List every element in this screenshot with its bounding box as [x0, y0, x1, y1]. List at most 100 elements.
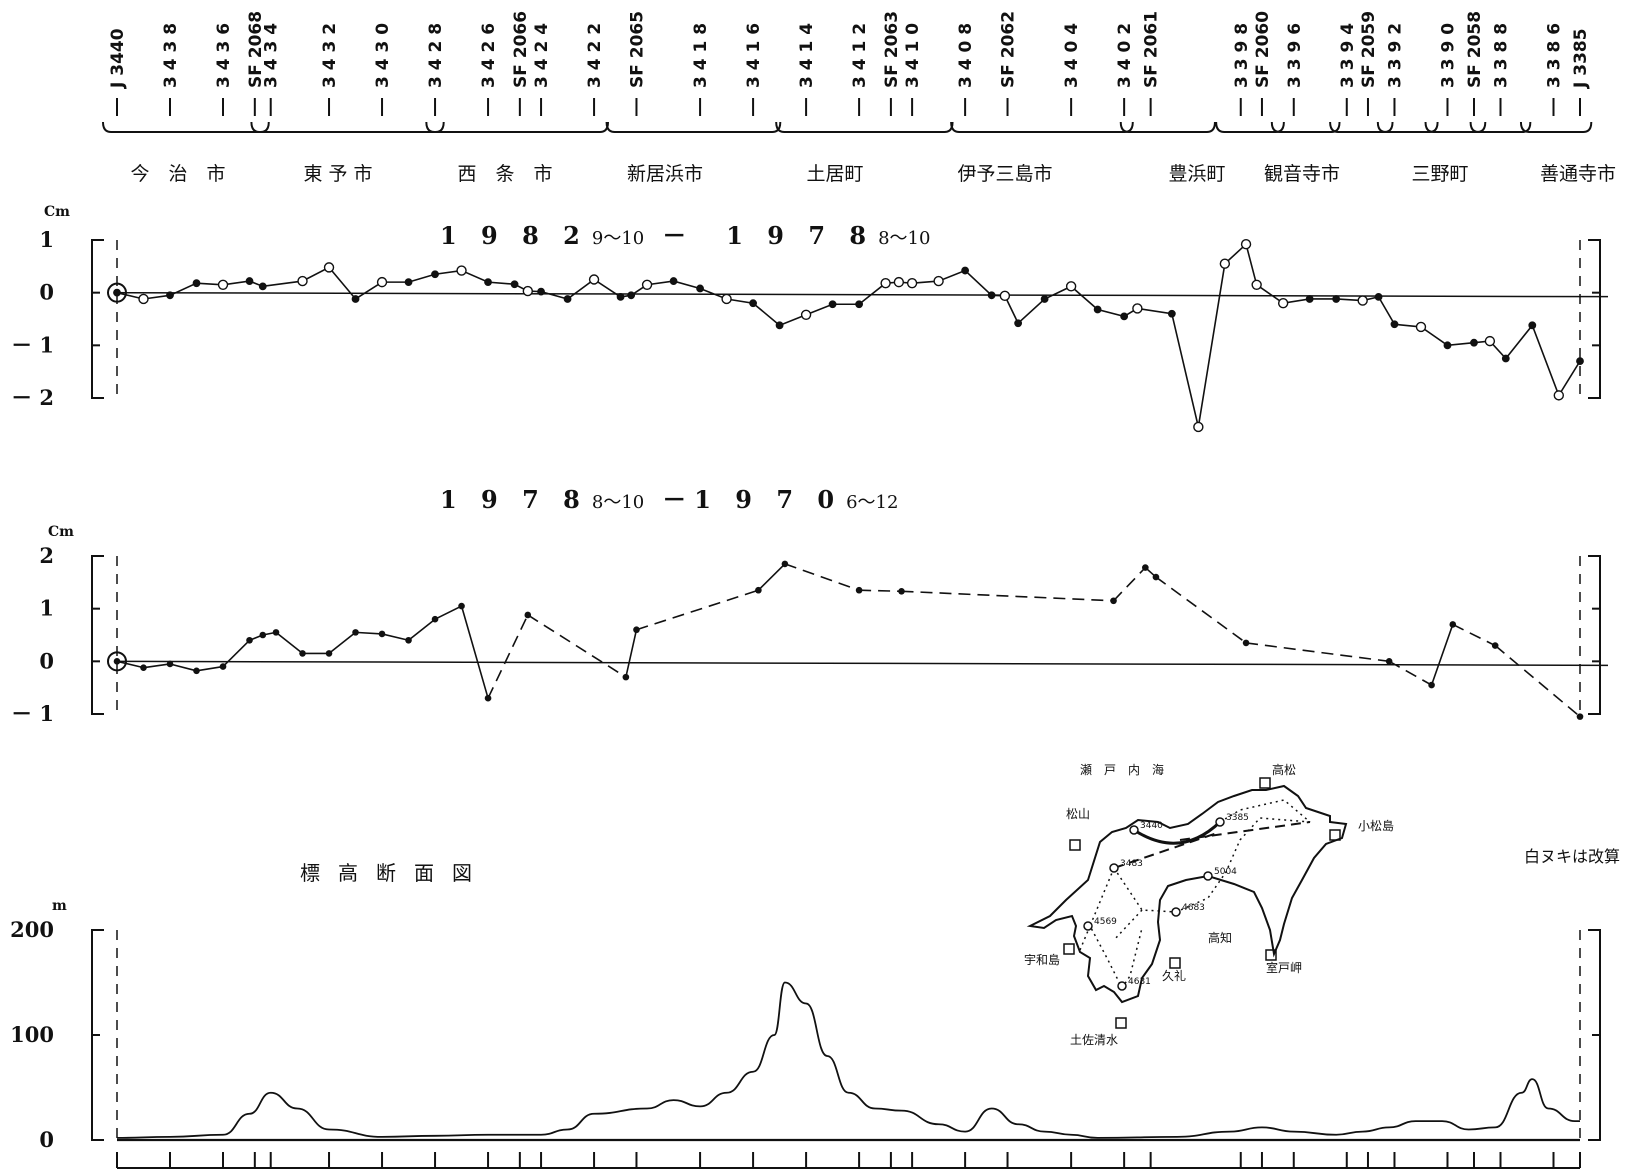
data-point	[510, 280, 519, 289]
data-point	[404, 278, 413, 287]
data-point	[258, 282, 267, 291]
y-tick-label: － 1	[11, 701, 54, 726]
data-point	[855, 586, 863, 594]
series-segment	[859, 589, 902, 593]
benchmark-bracket	[1270, 121, 1341, 133]
benchmark-label: 3 4 3 8	[161, 23, 181, 88]
map-tide-station	[1115, 1017, 1127, 1029]
data-point	[933, 275, 944, 287]
data-point	[245, 277, 254, 285]
data-point	[484, 694, 492, 702]
benchmark-label: 3 3 9 6	[1285, 23, 1305, 88]
data-point	[1219, 258, 1231, 269]
city-label: 新居浜市	[627, 163, 703, 185]
profile-unit: m	[52, 898, 67, 914]
benchmark-label: SF 2063	[882, 11, 902, 88]
map-benchmark-point	[1215, 817, 1225, 827]
benchmark-bracket	[605, 121, 782, 133]
map-label-tosashimizu: 土佐清水	[1070, 1033, 1118, 1047]
data-point	[1332, 295, 1341, 303]
chart-1978-1970: Cm 1 9 7 8 8～10 －1 9 7 0 6～12 2 1 0 － 1	[11, 485, 1609, 726]
city-label: 善通寺市	[1540, 163, 1616, 185]
data-point	[166, 291, 174, 300]
reference-marker	[107, 651, 127, 672]
benchmark-label: 3 4 3 4	[262, 23, 282, 88]
y-tick-label: 0	[39, 280, 54, 305]
note-text: 白ヌキは改算	[1524, 847, 1620, 866]
benchmark-label: J 3385	[1571, 28, 1591, 89]
map-benchmark-number: 3385	[1226, 813, 1249, 823]
data-point	[800, 309, 812, 320]
benchmark-bracket	[1519, 121, 1593, 133]
benchmark-brackets	[102, 121, 1593, 133]
data-point	[537, 287, 545, 296]
data-point	[1374, 292, 1383, 301]
benchmark-bracket	[1329, 121, 1394, 133]
data-point	[299, 650, 306, 657]
data-point	[246, 636, 253, 644]
y-tick-label: 2	[39, 543, 54, 568]
data-point	[828, 300, 837, 309]
axis-frame-right	[1588, 239, 1601, 399]
benchmark-label: 3 4 1 4	[797, 23, 817, 88]
series-segment	[116, 660, 144, 669]
benchmark-label: SF 2058	[1465, 11, 1485, 88]
data-point	[616, 292, 625, 301]
data-point	[1491, 642, 1499, 649]
map-benchmark-point	[1171, 907, 1181, 917]
data-point	[1152, 573, 1160, 581]
data-point	[113, 658, 121, 665]
benchmark-label: SF 2061	[1142, 11, 1162, 88]
map-tide-station	[1069, 839, 1081, 851]
series-segment	[275, 631, 304, 655]
city-label: 豊浜町	[1168, 163, 1225, 185]
series-segment	[169, 663, 197, 672]
benchmark-label: 3 4 3 6	[214, 23, 234, 88]
data-point	[1040, 295, 1049, 303]
series-segment	[1430, 624, 1454, 686]
data-point	[325, 650, 333, 657]
series-segment	[355, 631, 383, 635]
series-segment	[625, 629, 638, 678]
data-point	[1528, 321, 1537, 330]
benchmark-label: SF 2068	[246, 11, 266, 88]
map-label-komatsushima: 小松島	[1358, 818, 1394, 833]
map-tide-station	[1063, 943, 1075, 955]
data-point	[1167, 309, 1176, 318]
chart1-title: 1 9 8 2 9～10 － 1 9 7 8 8～10	[440, 221, 930, 250]
benchmark-bracket	[1469, 121, 1532, 133]
data-point	[999, 290, 1011, 302]
y-tick-label: 100	[10, 1022, 54, 1047]
map-benchmark-number: 5004	[1214, 867, 1237, 877]
data-point	[378, 630, 386, 638]
benchmark-bracket	[425, 121, 610, 133]
data-point	[721, 293, 732, 305]
map-tide-station	[1259, 777, 1271, 789]
y-tick-label: 0	[39, 648, 54, 673]
map-tide-station	[1265, 949, 1277, 961]
data-point	[1390, 320, 1399, 329]
series-segment	[901, 590, 1114, 602]
data-point	[113, 288, 121, 297]
series-line	[116, 242, 1581, 428]
data-point	[1193, 421, 1204, 433]
series-segment	[196, 665, 224, 672]
data-point	[669, 277, 678, 285]
data-point	[893, 276, 905, 288]
map-label-kochi: 高知	[1208, 930, 1232, 945]
benchmark-label: 3 4 2 4	[532, 23, 552, 88]
series-segment	[328, 631, 357, 655]
benchmark-label: 3 3 8 8	[1491, 23, 1511, 88]
data-point	[898, 587, 905, 595]
data-point	[1305, 295, 1314, 303]
map-benchmark-number: 4631	[1128, 977, 1151, 987]
data-point	[961, 266, 970, 275]
benchmark-label: 3 4 3 0	[373, 23, 393, 88]
benchmark-label: 3 4 1 2	[850, 23, 870, 88]
benchmark-label: SF 2059	[1359, 11, 1379, 88]
data-point	[1415, 321, 1427, 333]
data-point	[405, 636, 412, 644]
series-segment	[460, 605, 489, 699]
data-point	[351, 295, 360, 303]
benchmark-label: 3 4 0 8	[956, 23, 976, 88]
